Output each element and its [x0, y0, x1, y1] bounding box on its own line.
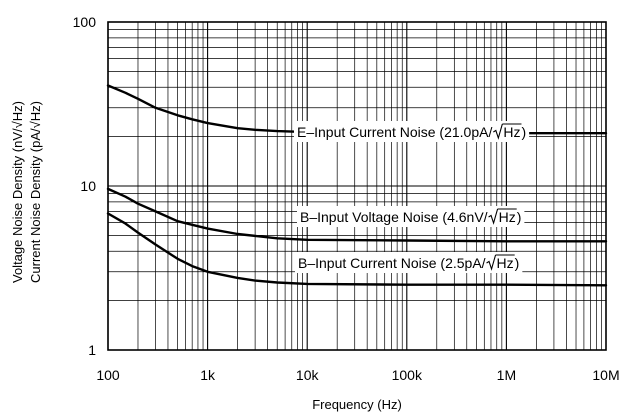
- curve-label-suffix: ): [517, 209, 522, 225]
- x-tick-labels: 100 1k 10k 100k 1M 10M: [96, 367, 619, 383]
- curve-label-unit: Hz: [503, 124, 520, 140]
- y-tick-labels: 1 10 100: [73, 14, 97, 358]
- x-axis-label: Frequency (Hz): [312, 397, 402, 412]
- curve-label-suffix: ): [521, 124, 526, 140]
- radical-sign: [486, 254, 497, 271]
- y-tick-label: 100: [73, 14, 97, 30]
- radical-sign: [493, 123, 503, 140]
- grid-lines: [107, 22, 606, 351]
- series-line-3: [106, 212, 608, 287]
- curve-label-background: [295, 252, 523, 273]
- plot-frame: [107, 21, 607, 351]
- x-tick-label: 10M: [592, 367, 619, 383]
- curve-label-2: B–Input Voltage Noise (4.6nV/Hz): [297, 206, 525, 227]
- x-tick-label: 1M: [497, 367, 516, 383]
- curve-label-background: [294, 121, 530, 142]
- curve-labels: E–Input Current Noise (21.0pA/Hz)B–Input…: [294, 121, 530, 273]
- x-tick-label: 100k: [392, 367, 423, 383]
- curve-label-1: E–Input Current Noise (21.0pA/Hz): [294, 121, 530, 142]
- curve-label-text: E–Input Current Noise (21.0pA/: [297, 124, 492, 140]
- x-tick-label: 1k: [200, 367, 216, 383]
- y-axis-label-current: Current Noise Density (pA/√Hz): [28, 101, 43, 283]
- series-line-2: [106, 187, 608, 243]
- y-axis-label-voltage: Voltage Noise Density (nV/√Hz): [10, 101, 25, 283]
- curve-label-3: B–Input Current Noise (2.5pA/Hz): [295, 252, 523, 273]
- radical-sign: [488, 208, 499, 225]
- curve-label-text: B–Input Voltage Noise (4.6nV/: [300, 209, 488, 225]
- curve-label-text: B–Input Current Noise (2.5pA/: [298, 255, 486, 271]
- curve-label-suffix: ): [515, 255, 520, 271]
- curve-label-unit: Hz: [497, 255, 514, 271]
- y-tick-label: 10: [80, 178, 96, 194]
- curve-label-unit: Hz: [499, 209, 516, 225]
- curve-label-background: [297, 206, 525, 227]
- y-tick-label: 1: [88, 342, 96, 358]
- x-tick-label: 100: [96, 367, 120, 383]
- x-tick-label: 10k: [296, 367, 320, 383]
